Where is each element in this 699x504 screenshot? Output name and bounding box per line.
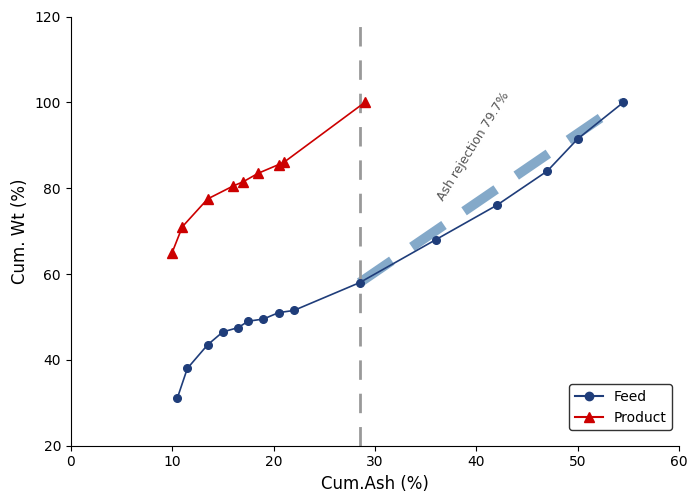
Y-axis label: Cum. Wt (%): Cum. Wt (%) [11,178,29,284]
Text: Ash rejection 79.7%: Ash rejection 79.7% [435,90,512,203]
Legend: Feed, Product: Feed, Product [569,384,672,430]
X-axis label: Cum.Ash (%): Cum.Ash (%) [321,475,429,493]
